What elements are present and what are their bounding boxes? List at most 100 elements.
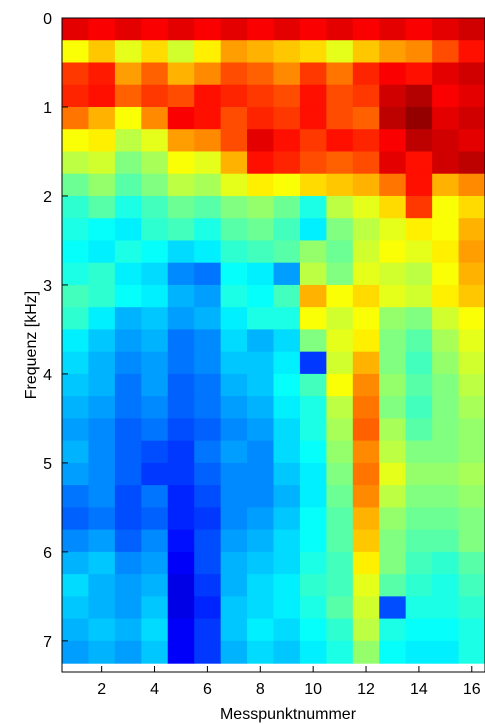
heatmap-cell xyxy=(432,173,460,197)
heatmap-cell xyxy=(405,195,433,219)
heatmap-cell xyxy=(458,529,485,553)
heatmap-cell xyxy=(458,262,485,286)
heatmap-cell xyxy=(379,262,407,286)
heatmap-cell xyxy=(326,440,354,464)
heatmap-cell xyxy=(326,262,354,286)
heatmap-cell xyxy=(88,551,116,575)
heatmap-cell xyxy=(62,151,90,175)
heatmap-cell xyxy=(141,618,169,642)
heatmap-cell xyxy=(194,485,222,508)
heatmap-cell xyxy=(220,440,248,464)
heatmap-cell xyxy=(352,440,380,464)
heatmap-cell xyxy=(432,529,460,553)
y-tick-label: 3 xyxy=(43,278,52,295)
heatmap-cell xyxy=(299,40,327,64)
heatmap-cell xyxy=(167,551,195,575)
heatmap-cell xyxy=(88,106,116,130)
heatmap-cell xyxy=(247,106,275,130)
heatmap-cell xyxy=(114,106,142,130)
heatmap-cell xyxy=(326,84,354,108)
heatmap-cell xyxy=(220,129,248,153)
x-tick-label: 12 xyxy=(357,681,375,698)
heatmap-cell xyxy=(432,440,460,464)
heatmap-cell xyxy=(405,640,433,664)
heatmap-cell xyxy=(220,218,248,242)
heatmap-cell xyxy=(62,129,90,153)
heatmap-cell xyxy=(194,173,222,197)
heatmap-cell xyxy=(352,396,380,419)
heatmap-cell xyxy=(88,195,116,219)
heatmap-cell xyxy=(326,640,354,664)
heatmap-cell xyxy=(379,351,407,375)
heatmap-cell xyxy=(88,618,116,642)
heatmap-cell xyxy=(88,284,116,308)
heatmap-cell xyxy=(194,18,222,41)
heatmap-cell xyxy=(114,574,142,597)
heatmap-cell xyxy=(379,462,407,486)
heatmap-cell xyxy=(405,618,433,642)
heatmap-cell xyxy=(299,84,327,108)
heatmap-cell xyxy=(194,151,222,175)
heatmap-cell xyxy=(167,195,195,219)
heatmap-cell xyxy=(458,173,485,197)
heatmap-cell xyxy=(273,618,301,642)
heatmap-cell xyxy=(352,329,380,353)
heatmap-cell xyxy=(167,329,195,353)
heatmap-cell xyxy=(432,262,460,286)
heatmap-cell xyxy=(379,507,407,531)
heatmap-cell xyxy=(432,195,460,219)
heatmap-cell xyxy=(326,462,354,486)
heatmap-cell xyxy=(141,551,169,575)
heatmap-cell xyxy=(114,373,142,397)
heatmap-cell xyxy=(273,129,301,153)
heatmap-cell xyxy=(114,462,142,486)
heatmap-cell xyxy=(326,173,354,197)
heatmap-cell xyxy=(405,18,433,41)
heatmap-cell xyxy=(88,596,116,620)
heatmap-cell xyxy=(299,62,327,86)
heatmap-cell xyxy=(299,173,327,197)
heatmap-cell xyxy=(114,62,142,86)
heatmap-cell xyxy=(432,62,460,86)
heatmap-cell xyxy=(114,307,142,331)
heatmap-cell xyxy=(114,596,142,620)
heatmap-cell xyxy=(62,485,90,508)
y-axis-label: Frequenz [kHz] xyxy=(23,291,40,399)
heatmap-cell xyxy=(247,485,275,508)
heatmap-cell xyxy=(88,240,116,264)
heatmap-cell xyxy=(379,396,407,419)
heatmap-cell xyxy=(167,40,195,64)
heatmap-cell xyxy=(114,40,142,64)
heatmap-cell xyxy=(273,40,301,64)
heatmap-cell xyxy=(432,462,460,486)
heatmap-cell xyxy=(299,329,327,353)
heatmap-cell xyxy=(167,507,195,531)
heatmap-cell xyxy=(379,106,407,130)
heatmap-cell xyxy=(194,373,222,397)
heatmap-cell xyxy=(220,40,248,64)
heatmap-cell xyxy=(299,18,327,41)
heatmap-cell xyxy=(220,396,248,419)
heatmap-cell xyxy=(432,18,460,41)
heatmap-cell xyxy=(62,62,90,86)
heatmap-cell xyxy=(405,129,433,153)
heatmap-cell xyxy=(167,396,195,419)
heatmap-cell xyxy=(167,62,195,86)
heatmap-cell xyxy=(432,596,460,620)
heatmap-cell xyxy=(458,129,485,153)
heatmap-cell xyxy=(326,418,354,442)
heatmap-cell xyxy=(352,62,380,86)
heatmap-cell xyxy=(141,195,169,219)
heatmap-cell xyxy=(458,40,485,64)
heatmap-cell xyxy=(432,418,460,442)
y-tick-label: 6 xyxy=(43,545,52,562)
heatmap-cell xyxy=(167,129,195,153)
heatmap-cell xyxy=(379,418,407,442)
heatmap-cell xyxy=(114,173,142,197)
heatmap-cell xyxy=(141,596,169,620)
heatmap-cell xyxy=(167,529,195,553)
heatmap-cell xyxy=(299,106,327,130)
heatmap-cell xyxy=(62,440,90,464)
heatmap-cell xyxy=(352,240,380,264)
heatmap-cell xyxy=(194,462,222,486)
